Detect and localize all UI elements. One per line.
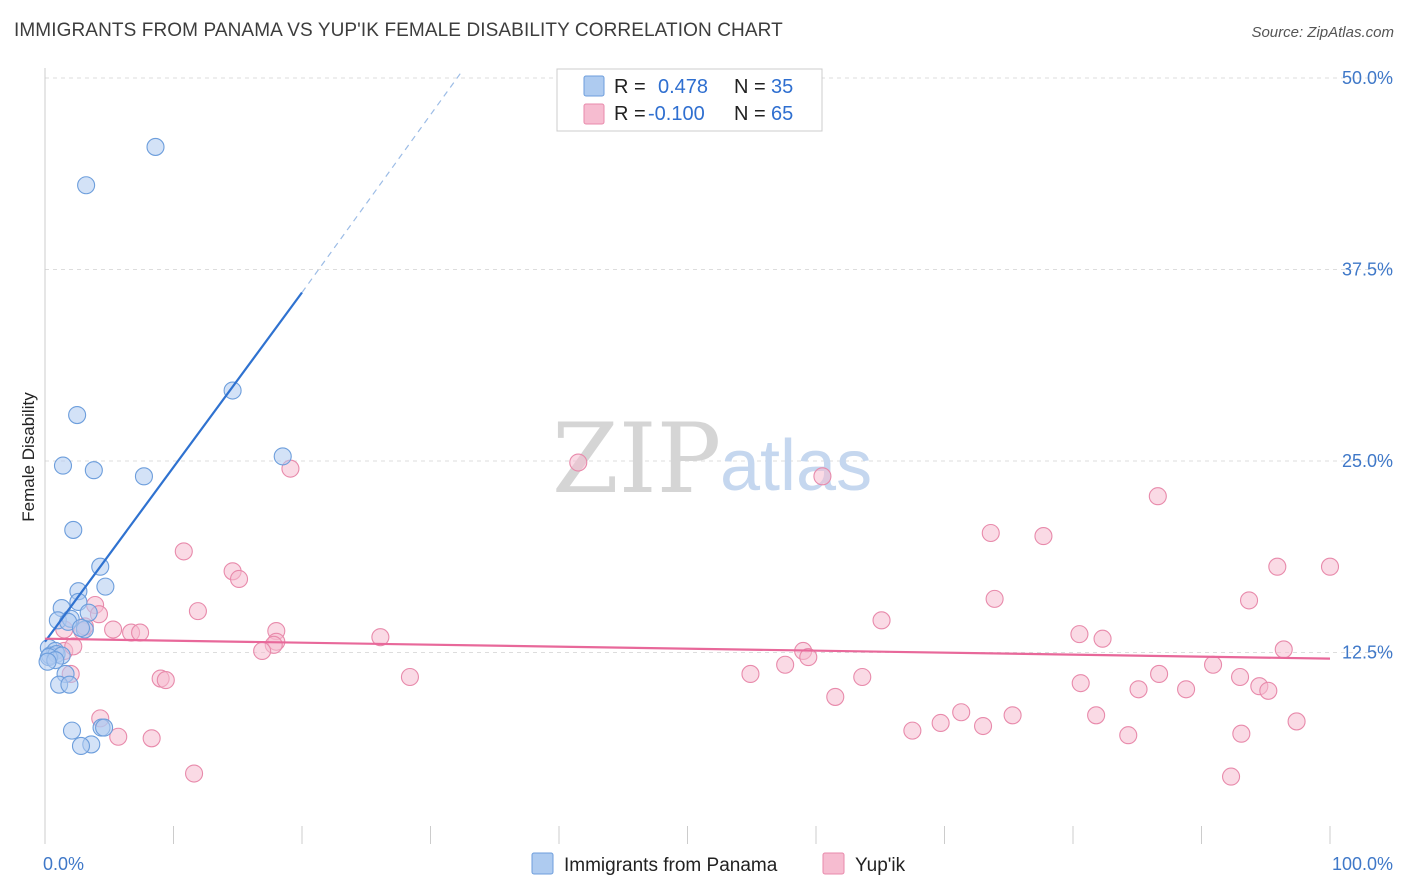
bottom-legend-swatch-yupik bbox=[822, 852, 845, 875]
legend-n-value-yupik: 65 bbox=[771, 103, 793, 125]
yupik-point bbox=[1231, 667, 1250, 687]
panama-point bbox=[146, 137, 165, 156]
panama-point bbox=[53, 456, 73, 475]
panama-point bbox=[84, 461, 103, 480]
series-legend: Immigrants from Panama Yup'ik bbox=[531, 852, 906, 876]
yupik-point bbox=[104, 620, 123, 639]
panama-point bbox=[60, 675, 79, 694]
yupik-point bbox=[872, 611, 891, 630]
panama-point bbox=[96, 577, 115, 596]
legend-r-value-yupik: -0.100 bbox=[648, 103, 705, 125]
legend-swatch-panama bbox=[583, 75, 605, 97]
legend-n-label-panama: N = bbox=[734, 76, 766, 98]
yupik-point bbox=[569, 453, 588, 472]
panama-point bbox=[68, 405, 87, 425]
panama-point bbox=[223, 381, 242, 400]
bottom-legend-label-yupik: Yup'ik bbox=[855, 855, 906, 876]
panama-point bbox=[95, 718, 114, 737]
x-tick-label: 100.0% bbox=[1332, 854, 1393, 874]
panama-point bbox=[77, 176, 96, 195]
trend-lines bbox=[44, 69, 1331, 660]
yupik-point bbox=[776, 655, 795, 674]
yupik-point bbox=[985, 589, 1004, 608]
y-tick-label: 12.5% bbox=[1342, 643, 1393, 663]
yupik-point bbox=[109, 727, 128, 746]
axes: 12.5% 25.0% 37.5% 50.0% 0.0% 100.0% bbox=[43, 68, 1393, 874]
y-tick-label: 50.0% bbox=[1342, 68, 1393, 88]
yupik-point bbox=[156, 671, 175, 690]
yupik-point bbox=[1287, 712, 1306, 731]
legend-n-label-yupik: N = bbox=[734, 103, 766, 125]
yupik-point bbox=[931, 713, 950, 733]
yupik-point bbox=[1232, 724, 1251, 743]
y-tick-label: 25.0% bbox=[1342, 451, 1393, 471]
yupik-point bbox=[185, 764, 204, 783]
yupik-point bbox=[1268, 557, 1287, 576]
yupik-point bbox=[1148, 487, 1167, 506]
panama-point bbox=[134, 467, 153, 486]
yupik-point bbox=[973, 716, 993, 736]
watermark-atlas: atlas bbox=[720, 426, 872, 506]
panama-trend-line bbox=[44, 291, 303, 643]
legend-r-value-panama: 0.478 bbox=[658, 76, 708, 98]
yupik-point bbox=[229, 569, 249, 589]
legend-r-label-yupik: R = bbox=[614, 103, 646, 125]
yupik-point bbox=[1274, 640, 1293, 659]
yupik-point bbox=[903, 721, 922, 740]
bottom-legend-label-panama: Immigrants from Panama bbox=[564, 855, 778, 876]
y-tick-label: 37.5% bbox=[1342, 260, 1393, 280]
yupik-point bbox=[1087, 706, 1106, 725]
yupik-point bbox=[142, 729, 161, 748]
yupik-point bbox=[131, 623, 150, 642]
yupik-point bbox=[981, 523, 1000, 543]
yupik-trend-line bbox=[44, 637, 1331, 660]
yupik-point bbox=[400, 667, 419, 687]
yupik-point bbox=[952, 703, 971, 722]
yupik-point bbox=[1093, 629, 1112, 648]
panama-point bbox=[71, 736, 91, 756]
yupik-point bbox=[1259, 681, 1278, 700]
yupik-point bbox=[1177, 680, 1196, 699]
yupik-point bbox=[1034, 527, 1053, 546]
watermark: ZIP atlas bbox=[552, 403, 872, 515]
yupik-point bbox=[371, 628, 390, 647]
yupik-point bbox=[1071, 674, 1090, 693]
panama-point bbox=[79, 603, 98, 622]
panama-point bbox=[273, 447, 292, 466]
yupik-point bbox=[1119, 726, 1138, 745]
x-tick-label: 0.0% bbox=[43, 854, 84, 874]
yupik-point bbox=[1129, 680, 1148, 699]
legend-n-value-panama: 35 bbox=[771, 76, 793, 98]
gridlines bbox=[45, 77, 1392, 653]
source-credit: Source: ZipAtlas.com bbox=[1251, 24, 1394, 41]
chart-title: IMMIGRANTS FROM PANAMA VS YUP'IK FEMALE … bbox=[14, 20, 783, 41]
correlation-legend: R = 0.478 N = 35 R = -0.100 N = 65 bbox=[556, 68, 823, 132]
yupik-point bbox=[813, 467, 832, 486]
yupik-point bbox=[253, 641, 272, 661]
panama-point bbox=[62, 721, 82, 740]
yupik-point bbox=[741, 664, 760, 683]
yupik-point bbox=[799, 648, 818, 667]
yupik-point bbox=[853, 667, 872, 687]
yupik-point bbox=[1320, 557, 1340, 576]
yupik-point bbox=[1222, 767, 1241, 786]
panama-trend-extension bbox=[301, 69, 464, 293]
legend-swatch-yupik bbox=[583, 103, 605, 125]
panama-point bbox=[71, 618, 91, 638]
yupik-point bbox=[826, 687, 845, 706]
data-points bbox=[38, 137, 1340, 786]
yupik-point bbox=[1150, 664, 1169, 683]
yupik-point bbox=[188, 602, 207, 621]
legend-r-label-panama: R = bbox=[614, 76, 646, 98]
panama-point bbox=[64, 520, 83, 539]
yupik-point bbox=[174, 542, 193, 561]
yupik-point bbox=[1204, 655, 1223, 674]
panama-point bbox=[38, 652, 57, 671]
yupik-point bbox=[1070, 625, 1089, 644]
y-axis-label: Female Disability bbox=[19, 392, 38, 522]
bottom-legend-swatch-panama bbox=[531, 852, 554, 875]
yupik-point bbox=[1239, 591, 1259, 610]
yupik-point bbox=[1003, 706, 1022, 725]
